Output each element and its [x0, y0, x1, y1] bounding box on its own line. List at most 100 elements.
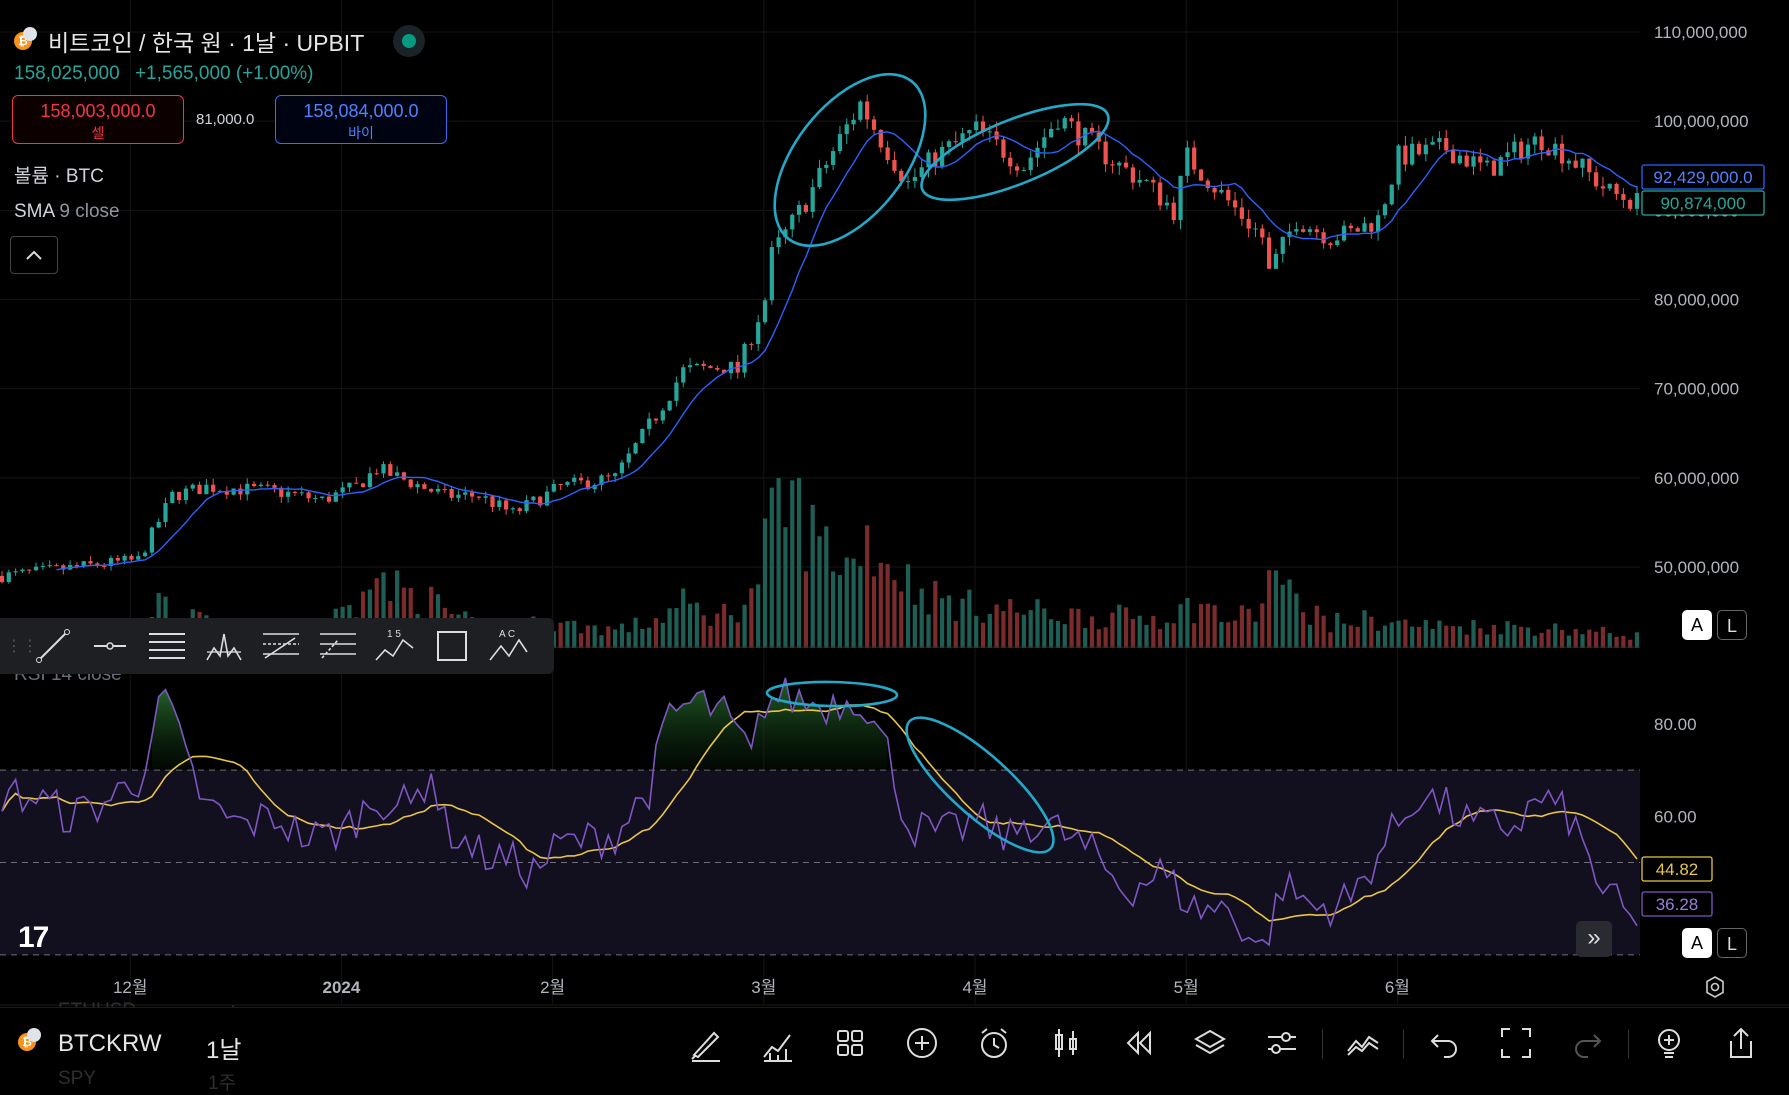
- candle: [33, 562, 39, 571]
- candle: [108, 555, 114, 571]
- share-button[interactable]: [1705, 1022, 1777, 1066]
- candle: [756, 315, 761, 351]
- volume-bar: [1287, 579, 1292, 648]
- undo-button[interactable]: [1408, 1022, 1480, 1066]
- toolbar-separator: [1322, 1029, 1323, 1059]
- price-auto-scale-button[interactable]: A: [1682, 610, 1712, 640]
- candle: [163, 497, 168, 528]
- volume-bar: [1117, 604, 1122, 648]
- fib-extension-tool[interactable]: [309, 624, 366, 668]
- pattern-tool[interactable]: [195, 624, 252, 668]
- candle: [1382, 202, 1388, 219]
- candle: [374, 468, 379, 476]
- settings-gear-icon[interactable]: [1703, 975, 1727, 999]
- elliott-wave-icon: 1 5: [374, 629, 413, 661]
- layouts-button[interactable]: [814, 1022, 886, 1066]
- candle: [401, 471, 407, 481]
- volume-bar: [1580, 634, 1585, 648]
- elliott-wave-tool[interactable]: 1 5: [366, 624, 423, 668]
- candle: [1362, 217, 1367, 232]
- redo-button[interactable]: [1552, 1022, 1624, 1066]
- volume-bar: [967, 589, 972, 648]
- compare-button[interactable]: [1327, 1022, 1399, 1066]
- abcd-pattern-icon: A C: [488, 629, 528, 661]
- candle: [102, 563, 107, 570]
- sma-name: SMA: [14, 201, 55, 222]
- candle: [1580, 158, 1585, 177]
- volume-bar: [1587, 629, 1592, 648]
- candle: [395, 466, 400, 477]
- candle: [953, 131, 958, 145]
- symbol-selector[interactable]: BTCKRW: [58, 1030, 162, 1057]
- annotation-ellipse: [773, 72, 927, 248]
- add-button[interactable]: [886, 1022, 958, 1066]
- candle: [694, 362, 699, 366]
- alert-button[interactable]: [958, 1022, 1030, 1066]
- ideas-icon: [1658, 1029, 1680, 1058]
- candle: [211, 478, 216, 496]
- volume-bar: [1178, 604, 1183, 648]
- candle: [517, 507, 522, 515]
- volume-bar: [558, 622, 563, 648]
- buy-button[interactable]: 158,084,000.0 바이: [275, 95, 447, 144]
- brush-button[interactable]: [670, 1022, 742, 1066]
- drag-handle-icon[interactable]: ⋮⋮: [6, 638, 38, 655]
- share-icon: [1730, 1027, 1752, 1058]
- volume-bar: [633, 617, 638, 648]
- sell-button[interactable]: 158,003,000.0 셀: [12, 95, 184, 144]
- rsi-auto-scale-button[interactable]: A: [1682, 928, 1712, 958]
- volume-bar: [735, 622, 740, 648]
- volume-bar: [1144, 624, 1149, 648]
- add-icon: [907, 1028, 937, 1058]
- price-log-scale-button[interactable]: L: [1717, 610, 1747, 640]
- candle: [1437, 131, 1442, 150]
- bar-style-button[interactable]: [1030, 1022, 1102, 1066]
- volume-bar: [687, 603, 693, 648]
- candle: [320, 496, 325, 500]
- volume-legend[interactable]: 볼륨 · BTC: [14, 166, 104, 187]
- volume-bar: [585, 625, 590, 648]
- ideas-button[interactable]: [1633, 1022, 1705, 1066]
- horizontal-ray-tool[interactable]: [81, 624, 138, 668]
- candle: [565, 481, 570, 487]
- volume-bar: [1151, 615, 1156, 648]
- candle: [1471, 150, 1476, 175]
- fib-retracement-tool[interactable]: [252, 624, 309, 668]
- volume-bar: [1566, 635, 1571, 648]
- fullscreen-button[interactable]: [1480, 1022, 1552, 1066]
- candle: [1464, 150, 1469, 168]
- volume-bar: [1321, 615, 1326, 648]
- volume-bar: [865, 525, 870, 648]
- indicators-button[interactable]: [742, 1022, 814, 1066]
- candle: [1634, 185, 1640, 216]
- rectangle-tool[interactable]: [423, 624, 480, 668]
- abcd-pattern-tool[interactable]: A C: [480, 624, 537, 668]
- candle: [1219, 181, 1224, 195]
- scroll-to-latest-button[interactable]: »: [1576, 921, 1612, 957]
- parallel-channel-tool[interactable]: [138, 624, 195, 668]
- time-tick-label: 3월: [751, 978, 776, 997]
- volume-bar: [728, 615, 734, 648]
- sma-legend[interactable]: SMA 9 close: [14, 201, 120, 223]
- timeframe-selector[interactable]: 1날: [206, 1037, 242, 1064]
- layers-button[interactable]: [1174, 1022, 1246, 1066]
- candle: [183, 485, 189, 505]
- symbol-title[interactable]: 비트코인 / 한국 원 · 1날 · UPBIT: [48, 30, 365, 56]
- volume-bar: [1600, 626, 1606, 648]
- collapse-legend-button[interactable]: [10, 236, 58, 274]
- layouts-icon: [837, 1030, 863, 1056]
- volume-bar: [1335, 613, 1340, 648]
- indicators-icon: [763, 1034, 792, 1062]
- volume-bar: [599, 635, 604, 648]
- rsi-log-scale-button[interactable]: L: [1717, 928, 1747, 958]
- replay-button[interactable]: [1102, 1022, 1174, 1066]
- volume-bar: [803, 571, 808, 648]
- trend-line-tool[interactable]: [24, 624, 81, 668]
- volume-bar: [1219, 621, 1224, 648]
- volume-bar: [905, 564, 911, 648]
- rsi-line: [1, 677, 1638, 947]
- horizontal-ray-icon: [93, 642, 126, 650]
- settings-button[interactable]: [1246, 1022, 1318, 1066]
